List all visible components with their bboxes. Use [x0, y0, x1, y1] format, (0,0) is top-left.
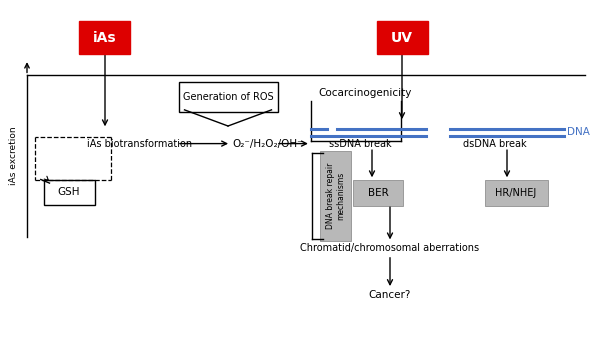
FancyBboxPatch shape — [44, 180, 95, 205]
Text: Cocarcinogenicity: Cocarcinogenicity — [318, 88, 412, 98]
Text: HR/NHEJ: HR/NHEJ — [496, 188, 536, 198]
Text: Cancer?: Cancer? — [369, 290, 411, 300]
FancyBboxPatch shape — [79, 21, 130, 54]
Text: DNA: DNA — [567, 127, 590, 137]
Text: UV: UV — [391, 31, 413, 45]
Text: Generation of ROS: Generation of ROS — [182, 92, 274, 102]
FancyBboxPatch shape — [485, 180, 548, 206]
Text: iAs: iAs — [93, 31, 117, 45]
Text: dsDNA break: dsDNA break — [463, 139, 527, 149]
FancyBboxPatch shape — [353, 180, 403, 206]
Text: DNA break repair
mechanisms: DNA break repair mechanisms — [326, 163, 345, 229]
Text: O₂⁻/H₂O₂/OH⁻: O₂⁻/H₂O₂/OH⁻ — [233, 139, 304, 149]
FancyBboxPatch shape — [320, 151, 351, 241]
Text: iAs biotransformation: iAs biotransformation — [87, 139, 192, 149]
Text: GSH: GSH — [58, 187, 80, 197]
FancyBboxPatch shape — [179, 82, 277, 112]
FancyBboxPatch shape — [377, 21, 427, 54]
Text: Chromatid/chromosomal aberrations: Chromatid/chromosomal aberrations — [301, 243, 479, 253]
Text: iAs excretion: iAs excretion — [8, 127, 18, 186]
Text: ssDNA break: ssDNA break — [329, 139, 391, 149]
Text: BER: BER — [368, 188, 388, 198]
